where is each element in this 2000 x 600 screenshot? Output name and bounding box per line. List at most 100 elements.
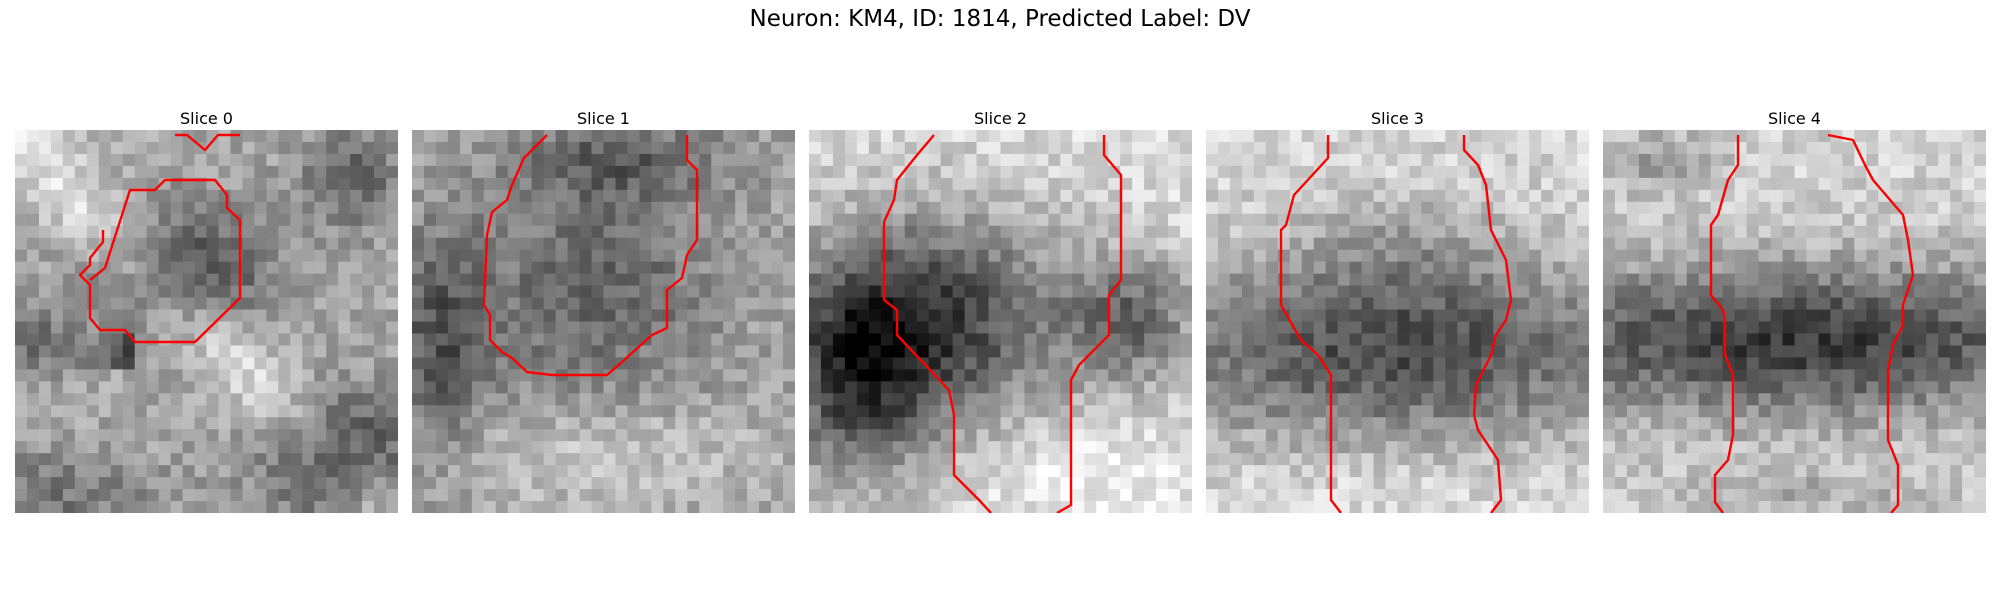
pixel bbox=[976, 357, 989, 370]
pixel bbox=[892, 153, 906, 167]
pixel bbox=[1878, 249, 1891, 263]
pixel bbox=[1830, 321, 1843, 334]
pixel bbox=[146, 297, 160, 310]
pixel bbox=[591, 309, 604, 322]
pixel bbox=[15, 477, 28, 490]
pixel bbox=[1782, 153, 1795, 167]
pixel bbox=[1830, 285, 1843, 298]
pixel bbox=[26, 213, 40, 227]
pixel bbox=[567, 130, 580, 143]
pixel bbox=[1638, 369, 1652, 382]
pixel bbox=[1638, 441, 1652, 454]
pixel bbox=[639, 309, 652, 322]
pixel bbox=[1265, 465, 1279, 478]
pixel bbox=[1289, 393, 1303, 406]
pixel bbox=[747, 225, 760, 239]
pixel bbox=[242, 333, 255, 346]
pixel bbox=[1373, 297, 1386, 310]
pixel bbox=[1577, 285, 1589, 298]
pixel bbox=[459, 285, 473, 298]
pixel bbox=[50, 153, 64, 167]
pixel bbox=[495, 225, 509, 239]
pixel bbox=[1265, 141, 1279, 155]
pixel bbox=[182, 321, 195, 334]
pixel bbox=[1301, 297, 1315, 310]
pixel bbox=[591, 213, 604, 227]
pixel bbox=[1084, 417, 1097, 430]
pixel bbox=[820, 249, 834, 263]
pixel bbox=[1445, 405, 1458, 418]
pixel bbox=[1012, 177, 1025, 191]
pixel bbox=[1541, 417, 1554, 430]
pixel bbox=[675, 477, 688, 490]
pixel bbox=[1950, 261, 1963, 275]
pixel bbox=[26, 285, 40, 298]
pixel bbox=[1469, 297, 1482, 310]
pixel bbox=[1614, 249, 1628, 263]
pixel bbox=[122, 369, 136, 382]
pixel bbox=[651, 381, 664, 394]
pixel bbox=[1132, 369, 1145, 382]
pixel bbox=[1241, 273, 1255, 286]
pixel bbox=[880, 477, 894, 490]
pixel bbox=[1818, 357, 1831, 370]
pixel bbox=[844, 201, 858, 215]
pixel bbox=[134, 393, 148, 406]
pixel bbox=[1614, 429, 1628, 442]
pixel bbox=[988, 393, 1001, 406]
pixel bbox=[1096, 225, 1109, 239]
pixel bbox=[940, 297, 954, 310]
pixel bbox=[1842, 153, 1855, 167]
pixel bbox=[1421, 501, 1434, 513]
pixel bbox=[242, 489, 255, 502]
pixel bbox=[1301, 273, 1315, 286]
pixel bbox=[627, 417, 640, 430]
pixel bbox=[747, 429, 760, 442]
pixel bbox=[832, 393, 846, 406]
pixel bbox=[386, 273, 398, 286]
pixel bbox=[290, 369, 303, 382]
pixel bbox=[1096, 369, 1109, 382]
pixel bbox=[759, 225, 772, 239]
pixel bbox=[1878, 177, 1891, 191]
pixel bbox=[230, 177, 243, 191]
pixel bbox=[723, 201, 736, 215]
pixel bbox=[1603, 273, 1616, 286]
pixel bbox=[1938, 321, 1951, 334]
pixel bbox=[627, 177, 640, 191]
pixel bbox=[809, 273, 822, 286]
pixel bbox=[809, 429, 822, 442]
pixel bbox=[1168, 453, 1181, 466]
pixel bbox=[1180, 441, 1192, 454]
pixel bbox=[1445, 429, 1458, 442]
pixel bbox=[206, 381, 219, 394]
pixel bbox=[1469, 465, 1482, 478]
pixel bbox=[15, 417, 28, 430]
pixel bbox=[1565, 273, 1578, 286]
pixel bbox=[1770, 201, 1783, 215]
pixel bbox=[1206, 285, 1219, 298]
pixel bbox=[412, 165, 425, 179]
pixel bbox=[1000, 489, 1013, 502]
slice-image-2 bbox=[809, 130, 1192, 513]
pixel bbox=[1746, 213, 1759, 227]
pixel bbox=[170, 237, 183, 251]
pixel bbox=[880, 165, 894, 179]
pixel bbox=[1144, 130, 1157, 143]
pixel bbox=[1830, 309, 1843, 322]
pixel bbox=[1469, 441, 1482, 454]
pixel bbox=[290, 297, 303, 310]
pixel bbox=[759, 429, 772, 442]
pixel bbox=[892, 285, 906, 298]
pixel bbox=[735, 297, 748, 310]
pixel bbox=[1950, 285, 1963, 298]
pixel bbox=[615, 393, 628, 406]
pixel bbox=[1794, 153, 1807, 167]
pixel bbox=[362, 321, 375, 334]
pixel bbox=[1313, 153, 1327, 167]
pixel bbox=[338, 417, 351, 430]
pixel bbox=[783, 309, 795, 322]
pixel bbox=[1902, 393, 1915, 406]
pixel bbox=[1914, 381, 1927, 394]
pixel bbox=[1878, 345, 1891, 358]
